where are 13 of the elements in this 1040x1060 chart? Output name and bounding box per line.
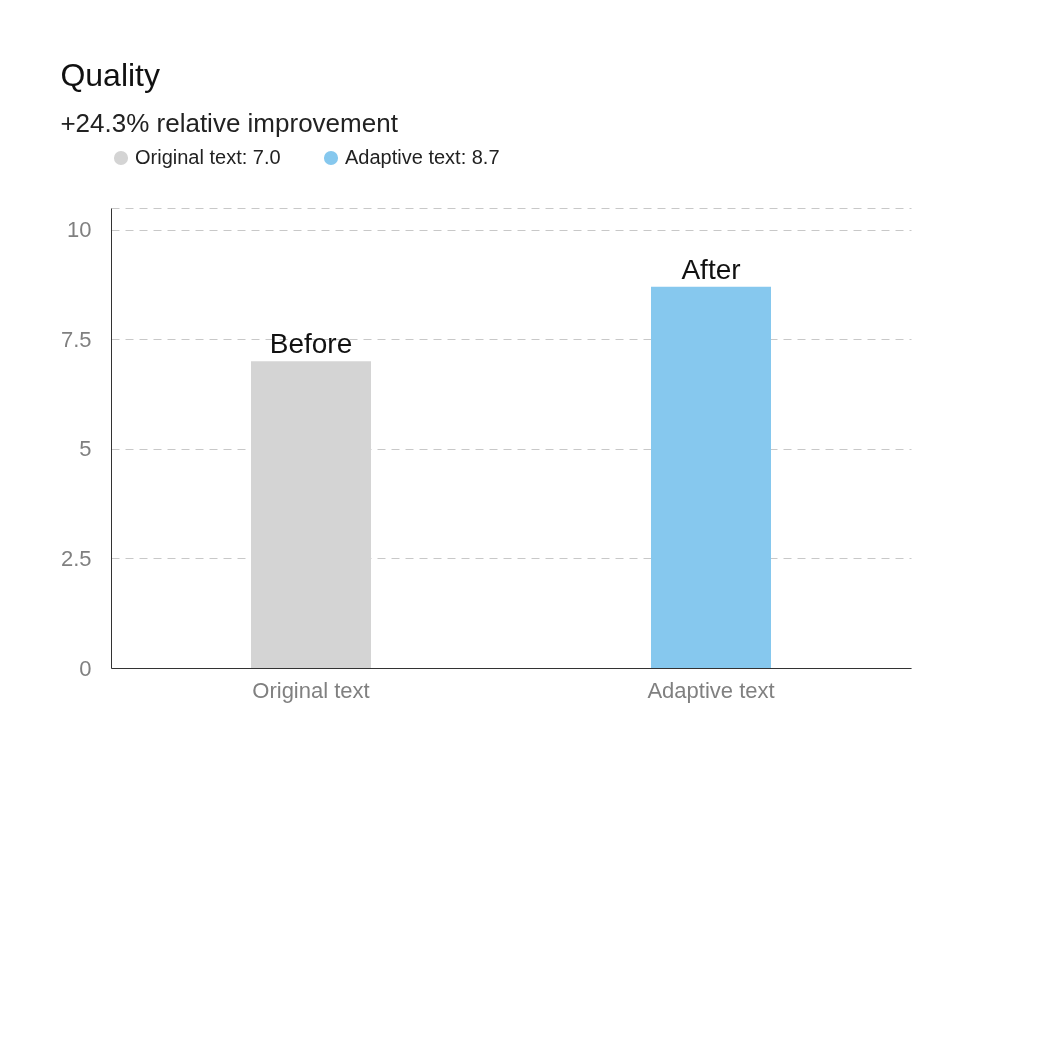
- y-tick-label: 5: [79, 436, 92, 462]
- chart-title: Quality: [60, 57, 161, 93]
- legend-label: Original text: 7.0: [135, 146, 281, 168]
- chart-subtitle: +24.3% relative improvement: [60, 108, 399, 138]
- data-label: After: [681, 253, 741, 285]
- x-tick-label: Original text: [252, 677, 370, 703]
- y-tick-label: 7.5: [60, 326, 92, 352]
- y-tick-label: 10: [67, 217, 92, 243]
- data-label: Before: [269, 328, 353, 360]
- y-tick-label: 0: [79, 655, 92, 681]
- legend-label: Adaptive text: 8.7: [345, 146, 500, 168]
- x-tick-label: Adaptive text: [647, 677, 775, 703]
- y-tick-label: 2.5: [60, 545, 92, 571]
